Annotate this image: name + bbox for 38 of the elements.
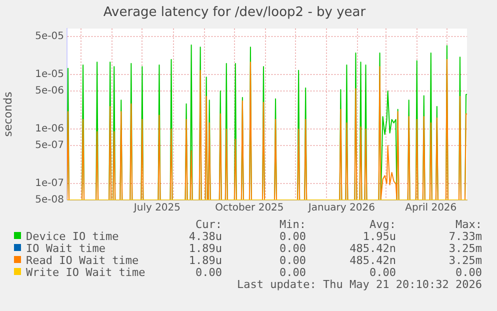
legend-label: Device IO time bbox=[26, 230, 119, 243]
text: 0.00 bbox=[196, 266, 222, 279]
x-tick-label: October 2025 bbox=[215, 202, 284, 214]
y-tick-label: 1e-07 bbox=[35, 178, 64, 190]
y-tick-label: 5e-07 bbox=[35, 140, 64, 152]
y-tick-label: 1e-06 bbox=[35, 124, 64, 135]
text: 1.89u bbox=[188, 254, 222, 267]
text: 7.33m bbox=[448, 230, 482, 243]
chart-title: Average latency for /dev/loop2 - by year bbox=[103, 5, 366, 20]
legend-label: Read IO Wait time bbox=[26, 254, 139, 267]
x-tick-label: April 2026 bbox=[405, 202, 457, 214]
text: 1.89u bbox=[188, 242, 222, 255]
x-tick-label: July 2025 bbox=[132, 202, 181, 214]
y-tick-label: 1e-05 bbox=[35, 69, 64, 80]
y-tick-label: 5e-05 bbox=[35, 31, 64, 42]
text: 0.00 bbox=[280, 242, 306, 255]
y-tick-label: 5e-06 bbox=[35, 86, 64, 97]
text: 3.25m bbox=[448, 242, 482, 255]
legend-label: IO Wait time bbox=[26, 242, 106, 255]
text: 0.00 bbox=[456, 266, 482, 279]
text: 0.00 bbox=[280, 266, 306, 279]
text: Max: bbox=[456, 218, 482, 231]
text: 1.95u bbox=[362, 230, 396, 243]
text: Avg: bbox=[370, 218, 396, 231]
text: 485.42n bbox=[350, 254, 396, 267]
x-tick-label: January 2026 bbox=[307, 202, 375, 214]
text: 0.00 bbox=[280, 230, 306, 243]
text: 0.00 bbox=[280, 254, 306, 267]
y-tick-label: 5e-08 bbox=[35, 194, 64, 206]
text: Cur: bbox=[196, 218, 222, 231]
text: Last update: Thu May 21 20:10:32 2026 bbox=[236, 278, 482, 291]
text: Min: bbox=[280, 218, 306, 231]
legend-label: Write IO Wait time bbox=[26, 266, 146, 279]
y-axis-title: seconds bbox=[1, 92, 14, 137]
text: 4.38u bbox=[188, 230, 222, 243]
text: 485.42n bbox=[350, 242, 396, 255]
text: 0.00 bbox=[370, 266, 396, 279]
text: 3.25m bbox=[448, 254, 482, 267]
